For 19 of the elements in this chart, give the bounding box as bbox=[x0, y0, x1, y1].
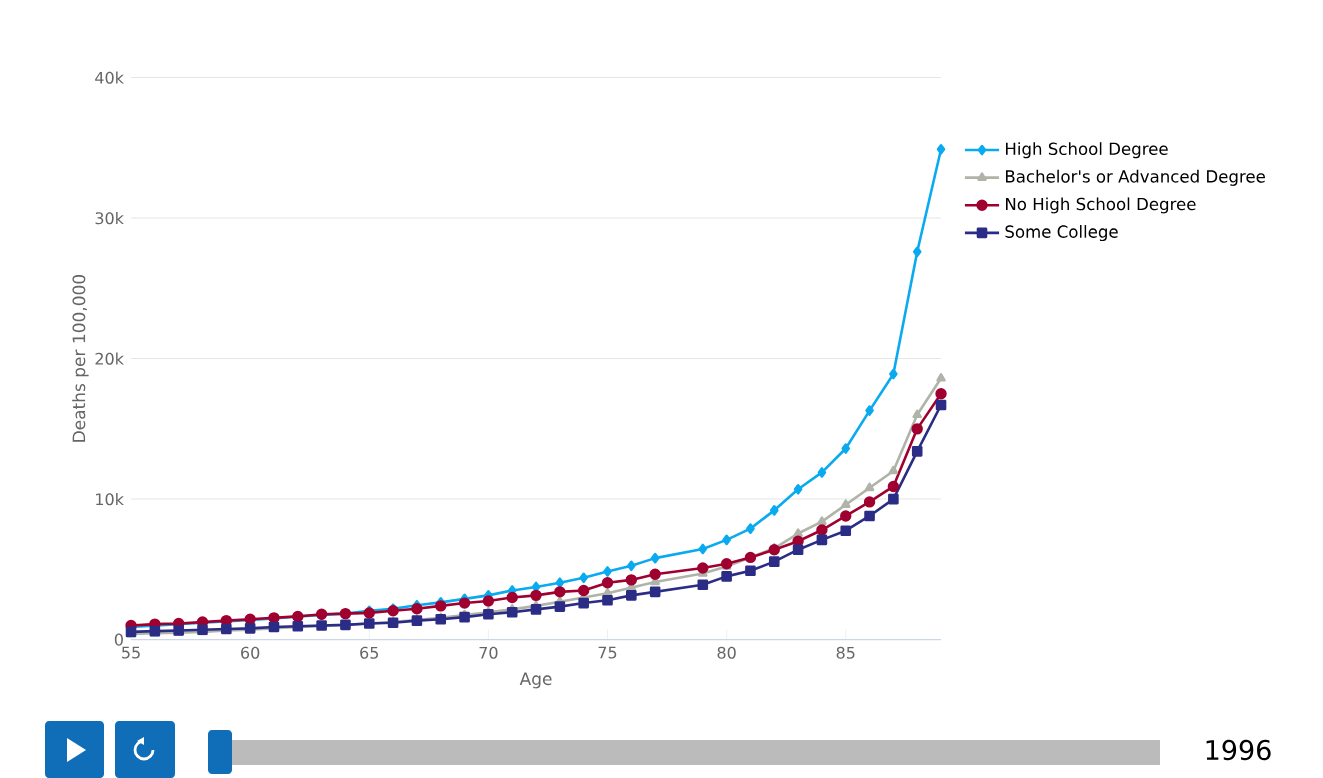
x-tick-label: 55 bbox=[122, 646, 140, 659]
text: 1996 bbox=[1206, 739, 1271, 761]
y-tick-label: 30k bbox=[95, 211, 124, 225]
legend-label: Some College bbox=[1005, 225, 1118, 242]
legend-label: Bachelor's or Advanced Degree bbox=[1006, 169, 1265, 186]
y-tick-label: 20k bbox=[95, 352, 124, 365]
x-tick-label: 80 bbox=[717, 646, 736, 659]
y-tick-label: 10k bbox=[96, 492, 124, 506]
x-axis-title: Age bbox=[519, 672, 552, 689]
x-tick-label: 60 bbox=[241, 646, 260, 659]
x-tick-label: 85 bbox=[836, 646, 855, 659]
x-tick-label: 75 bbox=[598, 646, 617, 659]
x-tick-label: 65 bbox=[360, 646, 379, 659]
legend-label: High School Degree bbox=[1006, 142, 1168, 159]
y-axis-title: Deaths per 100,000 bbox=[72, 274, 89, 442]
x-tick-label: 70 bbox=[479, 646, 498, 659]
y-tick-label: 0 bbox=[114, 633, 123, 646]
legend-label: No High School Degree bbox=[1006, 197, 1196, 214]
y-tick-label: 40k bbox=[95, 71, 124, 84]
